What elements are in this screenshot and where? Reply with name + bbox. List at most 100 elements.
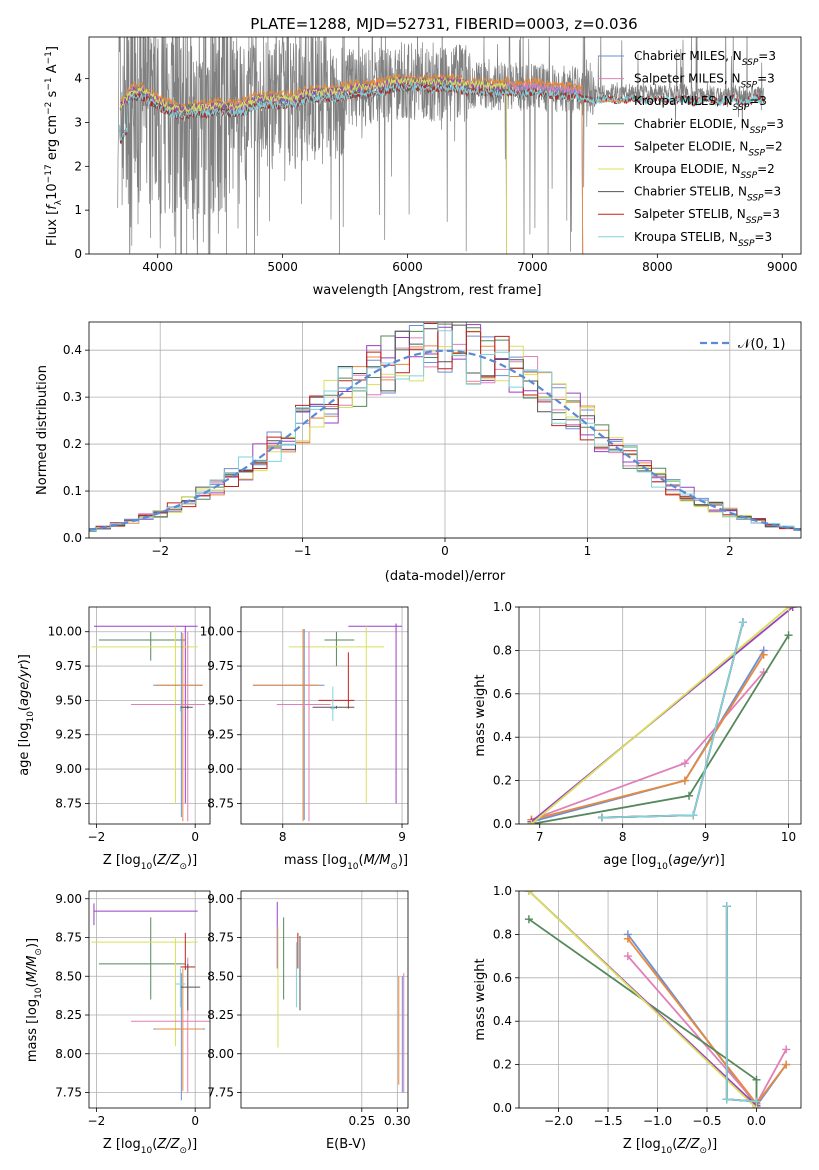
legend-entry: Kroupa STELIB, NSSP=3 — [634, 230, 772, 249]
age_vs_mass-ytick-label: 9.75 — [207, 659, 234, 673]
weight_vs_age-xtick-label: 10 — [781, 830, 796, 844]
legend-entry-name: Kroupa STELIB, N — [634, 230, 738, 244]
mass_vs_Z-ytick-label: 7.75 — [55, 1086, 82, 1100]
legend-entry-sub: SSP — [742, 58, 759, 68]
spectrum-xlabel: wavelength [Angstrom, rest frame] — [313, 283, 542, 298]
weight_vs_Z-xlabel: Z [log10(Z/Z⊙)] — [623, 1137, 717, 1156]
mass-Z-xlabel-part: )] — [187, 1137, 197, 1152]
mass_vs_ebv-ytick-label: 8.75 — [207, 931, 234, 945]
legend-entry: Salpeter ELODIE, NSSP=2 — [634, 139, 783, 158]
weight_vs_Z-xlabel-part: ( — [672, 1137, 677, 1152]
age_vs_Z-xtick-label: −2 — [88, 830, 106, 844]
age_vs_Z-ytick-label: 9.50 — [55, 693, 82, 707]
legend-entry-name: Salpeter STELIB, N — [634, 207, 746, 221]
mass-Z-xlabel-part: Z/Z — [156, 1137, 180, 1152]
mass_vs_ebv-xtick-label: 0.30 — [384, 1114, 411, 1128]
weight-marker-kroupa_miles — [759, 650, 768, 659]
weight_vs_Z-ylabel: mass weight — [473, 958, 488, 1040]
mass-Z-ylabel-part: M/M — [25, 956, 40, 983]
age_vs_Z-ytick-label: 9.25 — [55, 728, 82, 742]
spectrum-ylabel: Flux [fλ10−17 erg cm−2 s−1 A−1] — [44, 46, 64, 246]
legend-entry: Chabrier MILES, NSSP=3 — [634, 49, 776, 68]
spectrum-xtick-label: 7000 — [517, 260, 548, 274]
legend-entry-name: Kroupa MILES, N — [634, 94, 733, 108]
legend-entry-name: Chabrier MILES, N — [634, 49, 742, 63]
spectrum-xtick-label: 5000 — [267, 260, 298, 274]
age_vs_mass-frame: 8 9 8.75 9.00 9.25 9.50 9.75 10.00 mass [log10(M… — [200, 606, 409, 872]
legend-entry-sub: SSP — [738, 239, 755, 249]
residual_hist-plot-area — [89, 322, 801, 532]
spectrum-ylabel-part: Flux [ — [45, 210, 60, 246]
weight-line-kroupa_elodie — [530, 607, 790, 824]
weight-line-chabrier_elodie — [531, 634, 790, 824]
weight_vs_Z-ytick-label: 1.0 — [493, 884, 512, 898]
spectrum-ylabel-part: −2 — [44, 102, 54, 115]
spectrum-ytick-label: 4 — [74, 72, 82, 86]
spectrum-plot-area — [117, 37, 764, 254]
weight_vs_age-plot-area — [527, 607, 797, 824]
weight_vs_Z-xlabel-part: )] — [707, 1137, 717, 1152]
mass_vs_Z-xtick-label: 0 — [191, 1114, 199, 1128]
weight_vs_Z-xlabel-part: 10 — [661, 1146, 673, 1156]
legend-entry-name: Kroupa ELODIE, N — [634, 162, 741, 176]
legend-entry-suffix: =3 — [758, 49, 776, 63]
age_vs_Z-plot-area — [91, 625, 206, 822]
model-spectrum-kroupa_miles — [119, 72, 584, 254]
mass_vs_Z-ytick-label: 8.00 — [55, 1047, 82, 1061]
legend-entry-name: Chabrier STELIB, N — [634, 185, 747, 199]
age_vs_mass-ytick-label: 9.50 — [207, 693, 234, 707]
weight_vs_Z-xlabel-part: ⊙ — [699, 1146, 707, 1156]
mass_vs_ebv-xtick-label: 0.25 — [348, 1114, 375, 1128]
hist-step-chabrier_stelib — [89, 324, 801, 531]
legend-entry: Kroupa MILES, NSSP=3 — [634, 94, 767, 113]
residual_hist-xtick-label: −1 — [294, 544, 312, 558]
mass_vs_Z-plot-area — [91, 903, 210, 1101]
age-Z-ylabel-part: age/yr — [17, 663, 32, 706]
age-mass-xlabel-part: ( — [359, 853, 364, 868]
weight_vs_age-ytick-label: 0.8 — [493, 643, 512, 657]
mass_vs_ebv-border — [240, 890, 409, 1109]
residual_hist-ytick-label: 0.3 — [63, 390, 82, 404]
weight-marker-chabrier_elodie — [784, 631, 793, 640]
weight-marker-kroupa_stelib — [722, 902, 731, 911]
age-Z-xlabel-part: ⊙ — [179, 862, 187, 872]
residual_hist-ytick-label: 0.0 — [63, 531, 82, 545]
weight_vs_Z-ytick-label: 0.6 — [493, 971, 512, 985]
figure-title: PLATE=1288, MJD=52731, FIBERID=0003, z=0… — [250, 15, 637, 33]
mass_vs_ebv-axes: 0.25 0.30 7.75 8.00 8.25 8.50 8.75 9.00 E(B-V) — [207, 890, 411, 1152]
legend-entry: Salpeter MILES, NSSP=3 — [634, 72, 775, 91]
age-mass-xlabel-part: mass [log — [284, 853, 347, 868]
spectrum-ylabel-part: λ — [54, 199, 64, 205]
weight_vs_Z-xtick-label: −2.0 — [544, 1114, 573, 1128]
weight-marker-kroupa_stelib — [689, 811, 698, 820]
legend-entry-sub: SSP — [748, 148, 765, 158]
spectrum-ylabel-part: s — [45, 90, 60, 101]
weight_vs_age-xlabel-part: )] — [715, 853, 725, 868]
mass_vs_Z-xtick-label: −2 — [88, 1114, 106, 1128]
weight_vs_Z-axes: −2.0 −1.5 −1.0 −0.5 0.0 0.0 0.2 0.4 0.6 0.8 1.0 Z [… — [473, 884, 802, 1156]
weight-marker-chabrier_elodie — [752, 1075, 761, 1084]
legend-entry-sub: SSP — [733, 103, 750, 113]
legend-entry-sub: SSP — [741, 171, 758, 181]
age_vs_mass-xtick-label: 9 — [398, 830, 406, 844]
legend-entry: Salpeter STELIB, NSSP=3 — [634, 207, 780, 226]
weight_vs_age-xlabel-part: ( — [668, 853, 673, 868]
age-Z-xlabel-part: Z [log — [103, 853, 141, 868]
spectrum-ytick-label: 3 — [74, 115, 82, 129]
age-Z-ylabel-part: 10 — [26, 711, 36, 723]
normal-legend-label: 𝒩(0, 1) — [738, 337, 785, 352]
age-Z-xlabel: Z [log10(Z/Z⊙)] — [103, 853, 197, 872]
legend-entry-suffix: =3 — [762, 207, 780, 221]
legend-entry-sub: SSP — [741, 81, 758, 91]
age-Z-ylabel-part: age [log — [17, 723, 32, 776]
age_vs_Z-xtick-label: 0 — [191, 830, 199, 844]
residual_hist-ytick-label: 0.1 — [63, 484, 82, 498]
age_vs_mass-axes: 8 9 8.75 9.00 9.25 9.50 9.75 10.00 mass [log10(M… — [200, 606, 409, 872]
age_vs_mass-ytick-label: 8.75 — [207, 796, 234, 810]
weight-marker-salpeter_miles — [782, 1045, 791, 1054]
mass_vs_ebv-ytick-label: 9.00 — [207, 892, 234, 906]
mass-Z-ylabel-part: )] — [25, 938, 40, 948]
weight_vs_age-xtick-label: 8 — [619, 830, 627, 844]
